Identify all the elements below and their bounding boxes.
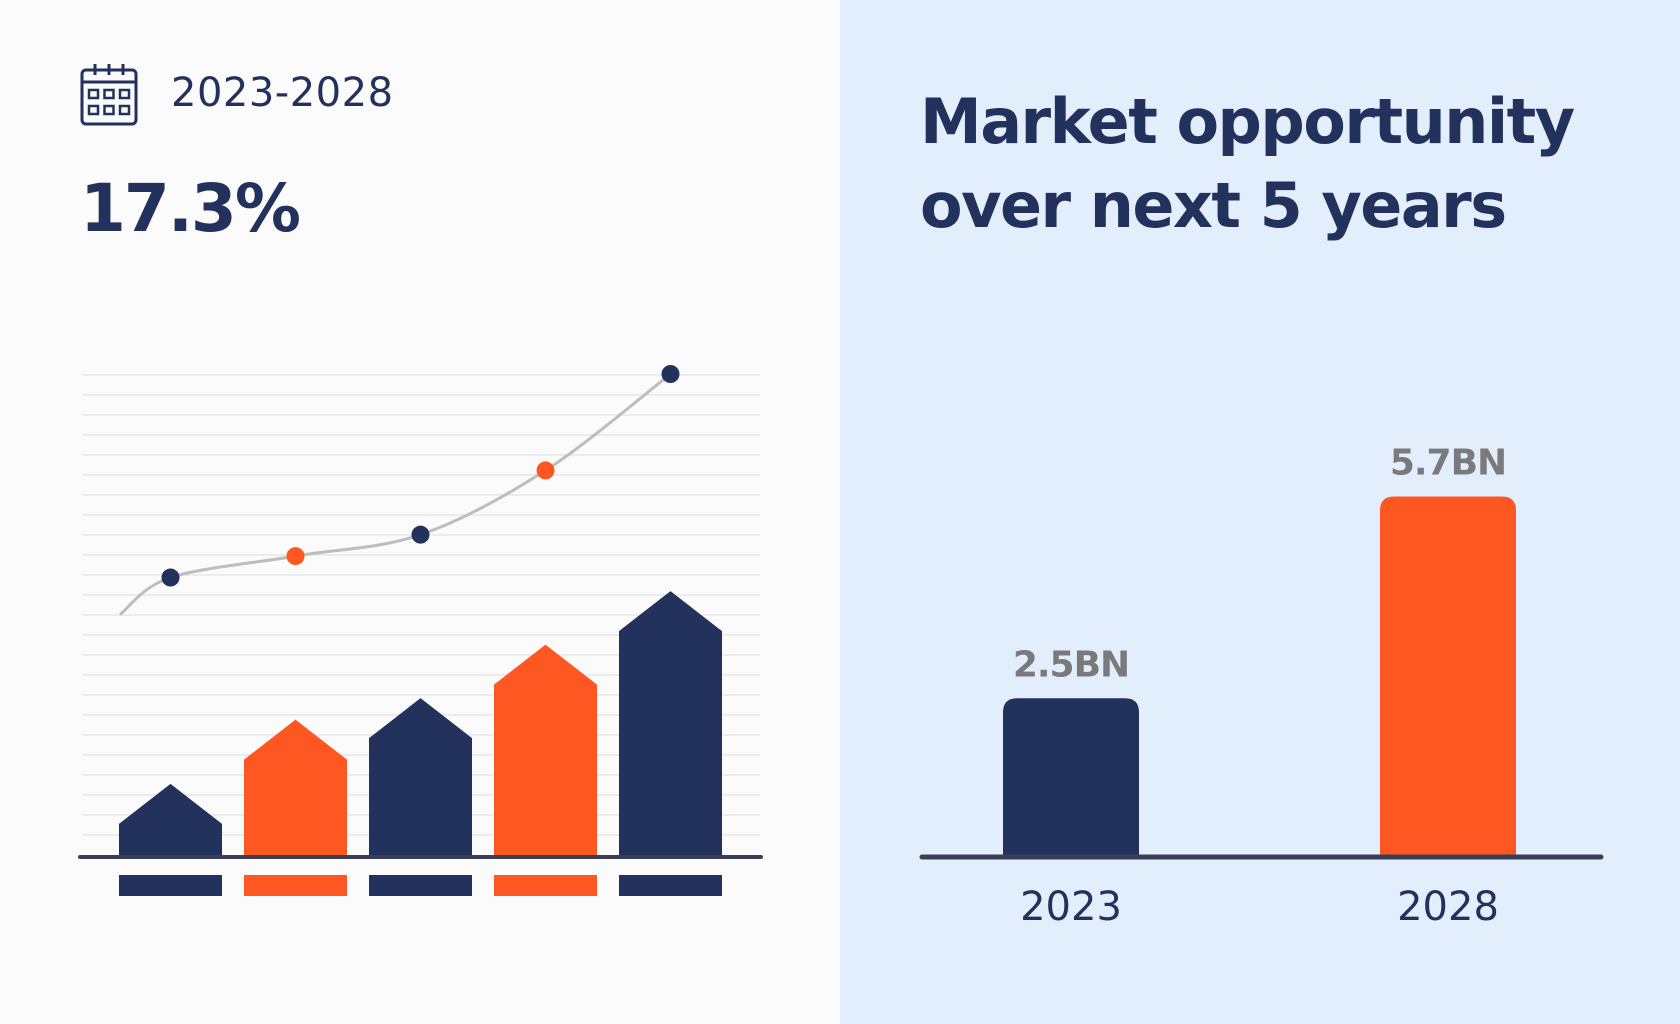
calendar-icon	[80, 64, 138, 126]
growth-bar	[619, 591, 722, 856]
year-label: 2023	[1020, 884, 1122, 930]
title-line-2: over next 5 years	[920, 169, 1507, 242]
bar-category-placeholder	[244, 875, 347, 896]
bar-value-label: 5.7BN	[1390, 442, 1506, 483]
trend-point	[536, 461, 555, 480]
right-panel	[840, 0, 1680, 1024]
growth-bar	[119, 783, 222, 856]
page-title: Market opportunity over next 5 years	[920, 80, 1575, 248]
trend-point	[661, 365, 680, 383]
growth-bar	[369, 698, 472, 856]
comparison-bar	[1003, 698, 1139, 856]
trend-point	[411, 525, 430, 544]
growth-rate-value: 17.3%	[80, 170, 301, 247]
bar-category-placeholder	[619, 875, 722, 896]
bar-category-placeholder	[494, 875, 597, 896]
growth-bar	[244, 719, 347, 856]
comparison-bar	[1380, 496, 1516, 856]
year-label: 2028	[1397, 884, 1499, 930]
bar-category-placeholder	[119, 875, 222, 896]
title-line-1: Market opportunity	[920, 85, 1575, 158]
bar-category-placeholder	[369, 875, 472, 896]
trend-point	[161, 568, 180, 587]
bar-value-label: 2.5BN	[1013, 644, 1129, 685]
trend-point	[286, 547, 305, 566]
growth-bar	[494, 644, 597, 856]
period-label: 2023-2028	[171, 70, 394, 116]
